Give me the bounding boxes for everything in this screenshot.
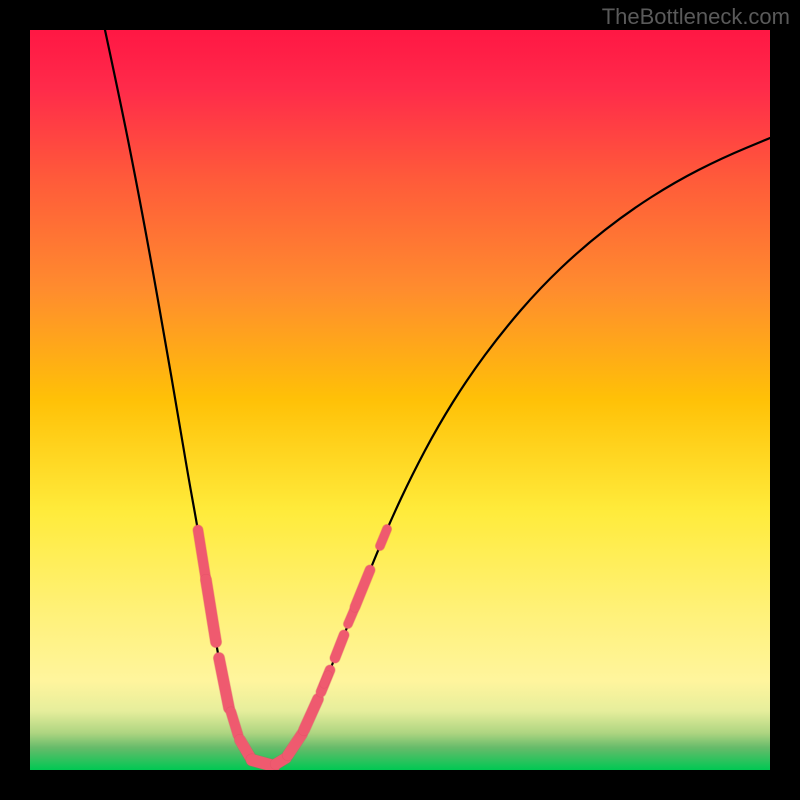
curve-marker [324,675,328,684]
watermark-text: TheBottleneck.com [602,4,790,30]
chart-svg [30,30,770,770]
gradient-background [30,30,770,770]
chart-container: TheBottleneck.com [0,0,800,800]
curve-marker [231,712,238,735]
plot-area [30,30,770,770]
